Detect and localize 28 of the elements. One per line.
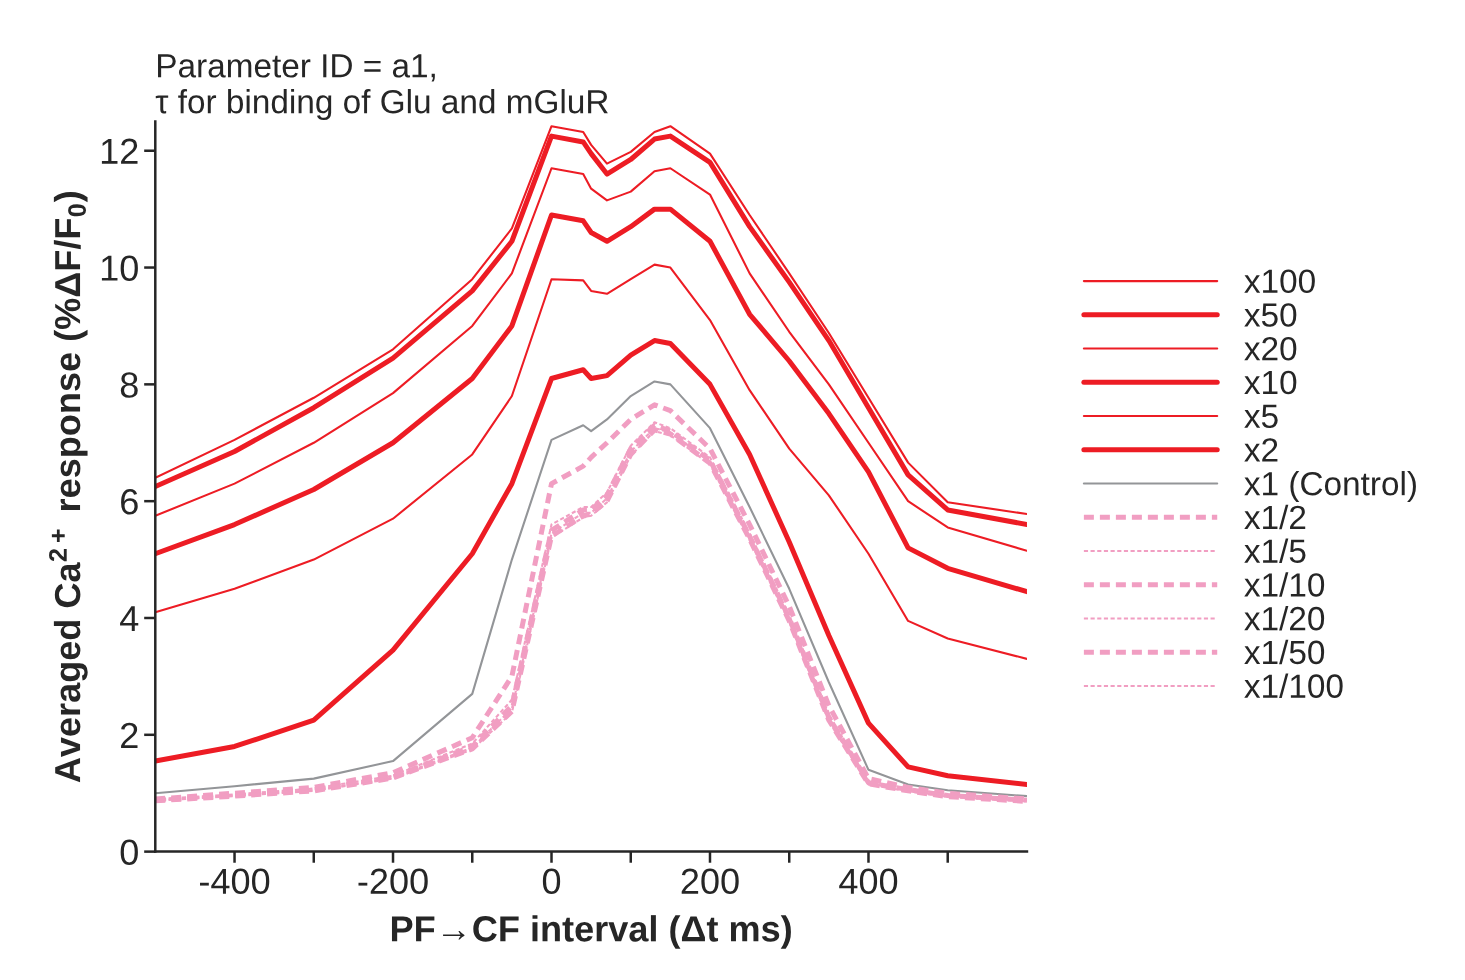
legend-label: x1/10: [1244, 572, 1325, 597]
x-tick-label: -400: [200, 868, 270, 895]
y-tick-label: 0: [120, 839, 138, 866]
y-tick-label: 8: [120, 372, 138, 398]
y-tick-label: 6: [121, 489, 138, 515]
x-tick-label: 200: [681, 868, 739, 895]
legend-label: x100: [1244, 269, 1315, 294]
y-axis-title: Averaged Ca$^{2+}$ response (%ΔF/F$_{0}$): [49, 192, 88, 783]
legend-label: x5: [1244, 404, 1278, 429]
legend-label: x1/20: [1244, 605, 1325, 631]
legend-label: x1/2: [1244, 504, 1306, 530]
legend-label: x50: [1244, 303, 1297, 327]
y-tick-label: 12: [101, 138, 138, 164]
y-tick-label: 4: [120, 606, 139, 632]
y-tick-label: 10: [101, 255, 138, 281]
legend-label: x2: [1244, 438, 1278, 462]
legend-label: x1/100: [1244, 673, 1343, 698]
y-tick-label: 2: [121, 722, 138, 748]
legend-label: x1 (Control): [1244, 471, 1416, 503]
legend-label: x1/5: [1244, 538, 1306, 563]
x-tick-label: -200: [358, 868, 428, 895]
legend-label: x10: [1244, 370, 1297, 395]
x-axis-title: PF→CF interval (Δt ms): [391, 915, 791, 949]
legend-label: x20: [1244, 336, 1297, 361]
legend-label: x1/50: [1244, 639, 1325, 665]
chart-title: Parameter ID = a1, τ for binding of Glu and mGluR: [155, 54, 608, 121]
x-tick-label: 0: [542, 868, 561, 895]
x-tick-label: 400: [839, 868, 898, 895]
